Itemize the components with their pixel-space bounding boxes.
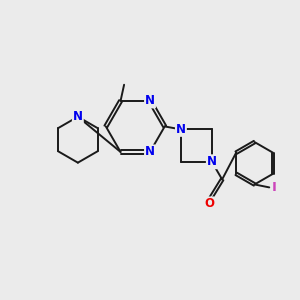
Text: N: N xyxy=(73,110,83,123)
Text: N: N xyxy=(145,146,155,158)
Text: I: I xyxy=(272,181,277,194)
Text: N: N xyxy=(207,155,217,168)
Text: N: N xyxy=(145,94,155,107)
Text: N: N xyxy=(176,123,186,136)
Text: O: O xyxy=(204,197,214,210)
